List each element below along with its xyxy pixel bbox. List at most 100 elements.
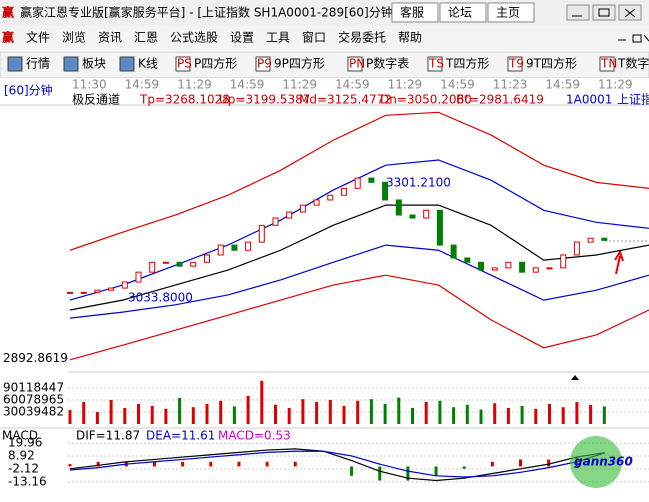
- title-button[interactable]: 论坛: [448, 6, 472, 20]
- volume-bar: [452, 407, 456, 424]
- candle: [478, 261, 484, 271]
- toolbar-item[interactable]: 9T四方形: [526, 56, 577, 71]
- dea-line: [69, 450, 606, 478]
- menu-item[interactable]: 窗口: [302, 31, 326, 45]
- toolbar-icon[interactable]: [599, 56, 615, 72]
- candle: [245, 241, 252, 251]
- volume-bar: [246, 396, 250, 424]
- title-button[interactable]: 主页: [496, 6, 520, 20]
- candle: [190, 261, 197, 267]
- toolbar-icon-text[interactable]: T9: [508, 57, 524, 71]
- volume-bar: [356, 400, 360, 424]
- menu-item[interactable]: 帮助: [398, 31, 422, 45]
- candle: [505, 261, 512, 269]
- code: 1A0001: [566, 93, 612, 107]
- y-tick-label: 60078965: [3, 392, 64, 406]
- y-tick-label: 8.92: [8, 449, 35, 463]
- macd-label: MACD=0.53: [218, 429, 291, 443]
- period: [60]分钟: [4, 83, 53, 98]
- toolbar-item[interactable]: P数字表: [366, 56, 409, 71]
- toolbar-item[interactable]: T数字表: [617, 56, 649, 71]
- toolbar-item[interactable]: 板块: [82, 57, 106, 71]
- candle: [272, 217, 279, 226]
- time-label: 11:29: [282, 78, 317, 92]
- toolbar-item[interactable]: T四方形: [445, 56, 489, 71]
- toolbar-icon-text[interactable]: P9: [257, 57, 272, 71]
- toolbar-icon[interactable]: [175, 56, 191, 72]
- y-tick-label: 90118447: [3, 380, 64, 394]
- toolbar-item[interactable]: 9P四方形: [274, 56, 325, 71]
- toolbar-icon[interactable]: [427, 56, 443, 72]
- toolbar-item[interactable]: K线: [138, 57, 158, 71]
- menu-item[interactable]: 工具: [266, 31, 290, 45]
- toolbar-icon-text[interactable]: TS: [428, 57, 444, 71]
- candle: [217, 244, 224, 256]
- y-tick-label: 2892.8619: [3, 351, 68, 365]
- volume-bar: [287, 408, 291, 424]
- panel-title: MACD: [2, 429, 38, 443]
- menu-item[interactable]: 交易委托: [338, 30, 386, 45]
- time-label: 14:59: [440, 78, 475, 92]
- candle: [286, 211, 293, 219]
- marker: [571, 375, 579, 380]
- candle: [121, 281, 128, 289]
- channel-line: [69, 244, 649, 319]
- candle: [162, 261, 169, 264]
- menu-item[interactable]: 设置: [230, 31, 254, 45]
- y-tick-label: -13.16: [8, 474, 47, 488]
- menu-item[interactable]: 浏览: [62, 30, 86, 45]
- toolbar-icon[interactable]: [63, 56, 79, 72]
- time-label: 14:59: [230, 78, 265, 92]
- toolbar-icon-text[interactable]: PS: [177, 57, 192, 71]
- candle: [532, 267, 539, 273]
- menu-item[interactable]: 公式选股: [170, 31, 218, 45]
- candle: [382, 181, 389, 201]
- window-title: 赢家江恩专业版[赢家服务平台] - [上证指数 SH1A0001-289[60]…: [20, 5, 393, 20]
- toolbar-icon[interactable]: [507, 56, 523, 72]
- toolbar-icon[interactable]: [7, 56, 23, 72]
- volume-bar: [548, 404, 551, 424]
- candle: [423, 209, 430, 219]
- toolbar-icon-text[interactable]: TN: [600, 57, 617, 71]
- volume-bar: [191, 407, 195, 424]
- toolbar-item[interactable]: P四方形: [194, 56, 237, 71]
- volume-bar: [328, 400, 332, 424]
- button-frame[interactable]: [487, 2, 535, 23]
- time-label: 14:59: [125, 78, 160, 92]
- time-label: 11:29: [388, 78, 423, 92]
- candle: [258, 224, 265, 243]
- volume-bar: [205, 404, 209, 424]
- candle: [149, 261, 156, 273]
- indicator-param: Md=3125.4772: [299, 93, 392, 107]
- volume-bar: [301, 399, 305, 424]
- y-tick-label: 30039482: [3, 404, 64, 418]
- candle: [80, 291, 87, 294]
- channel-line: [69, 204, 649, 311]
- title-button[interactable]: 客服: [400, 5, 424, 20]
- volume-bar: [424, 402, 428, 424]
- volume-bar: [383, 404, 387, 424]
- window-controls[interactable]: [566, 4, 649, 43]
- time-label: 14:59: [545, 78, 580, 92]
- toolbar-icon[interactable]: [255, 56, 271, 72]
- app-logo: 赢: [2, 5, 14, 20]
- volume-bar: [123, 408, 127, 424]
- toolbar-item[interactable]: 行情: [26, 57, 50, 71]
- menu-item[interactable]: 汇恩: [134, 31, 158, 45]
- volume-bar: [369, 399, 373, 424]
- menu-item[interactable]: 文件: [26, 30, 50, 45]
- channel-line: [69, 274, 649, 361]
- button-frame[interactable]: [391, 2, 439, 23]
- menu-item[interactable]: 资讯: [98, 31, 122, 45]
- candle: [464, 257, 471, 263]
- volume-bar: [274, 404, 277, 424]
- button-frame[interactable]: [439, 2, 487, 23]
- toolbar-icon-text[interactable]: PN: [349, 57, 365, 71]
- toolbar-icon[interactable]: [347, 56, 363, 72]
- volume-bar: [219, 400, 223, 424]
- candle: [601, 237, 608, 241]
- volume-bar: [95, 412, 99, 424]
- candle: [560, 254, 567, 269]
- toolbar-icon[interactable]: [119, 56, 135, 72]
